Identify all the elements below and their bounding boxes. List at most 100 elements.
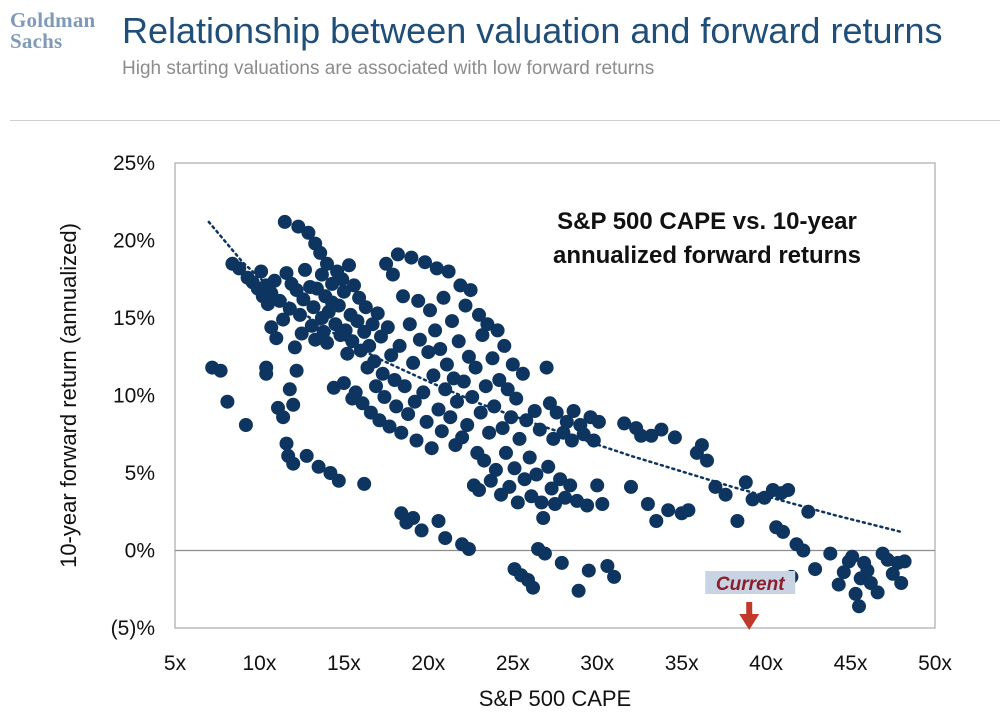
data-point: [424, 441, 439, 456]
data-point: [490, 323, 505, 338]
logo-line-2: Sachs: [10, 29, 63, 53]
data-point: [397, 379, 412, 394]
data-point: [667, 430, 682, 445]
data-point: [852, 599, 866, 614]
data-point: [718, 487, 733, 502]
data-point: [510, 495, 525, 510]
data-point: [539, 360, 554, 375]
data-point: [595, 497, 610, 511]
data-point: [505, 357, 520, 372]
x-tick-label: 25x: [496, 652, 530, 675]
data-point: [264, 320, 279, 335]
data-point: [600, 559, 615, 573]
data-point: [385, 267, 400, 282]
y-tick-label: 25%: [113, 152, 155, 175]
x-tick-label: 10x: [243, 652, 277, 675]
data-point: [644, 428, 659, 443]
data-point: [418, 255, 432, 270]
data-point: [345, 334, 360, 349]
data-point: [472, 307, 486, 322]
data-point: [259, 366, 274, 381]
data-point: [548, 497, 562, 511]
data-point: [357, 476, 372, 491]
data-point: [433, 342, 448, 356]
data-point: [401, 407, 416, 422]
data-point: [487, 399, 502, 414]
data-point: [260, 297, 275, 312]
data-point: [485, 351, 500, 366]
data-point: [394, 425, 409, 440]
data-point: [607, 569, 622, 584]
data-point: [286, 456, 301, 471]
points-layer: [205, 214, 912, 614]
data-point: [885, 566, 900, 581]
data-point: [708, 479, 723, 494]
data-point: [443, 410, 458, 425]
data-point: [382, 419, 397, 434]
data-point: [220, 394, 235, 409]
data-point: [328, 317, 343, 332]
data-point: [563, 478, 578, 493]
data-point: [860, 563, 875, 578]
data-point: [238, 418, 253, 432]
data-point: [458, 298, 473, 313]
data-point: [461, 542, 476, 556]
data-point: [781, 483, 796, 497]
data-point: [367, 354, 382, 369]
data-point: [306, 300, 321, 315]
current-arrow-shaft: [746, 602, 753, 616]
data-point: [299, 448, 314, 463]
current-arrow-icon: [739, 614, 760, 630]
data-point: [455, 430, 470, 445]
data-point: [387, 373, 402, 387]
data-point: [554, 555, 569, 570]
data-point: [293, 307, 307, 322]
data-point: [515, 366, 530, 381]
data-point: [331, 298, 346, 313]
data-point: [438, 382, 453, 397]
data-point: [517, 472, 532, 487]
data-point: [340, 346, 355, 361]
data-point: [277, 214, 292, 229]
y-axis-title: 10-year forward return (annualized): [56, 223, 81, 568]
data-point: [372, 413, 387, 428]
data-point: [428, 323, 443, 338]
data-point: [546, 431, 561, 446]
data-point: [694, 438, 709, 453]
data-point: [320, 256, 334, 271]
data-point: [289, 363, 304, 378]
x-tick-label: 15x: [327, 652, 361, 675]
data-point: [738, 475, 753, 490]
data-point: [507, 461, 522, 476]
data-point: [502, 479, 517, 494]
data-point: [497, 338, 512, 353]
data-point: [524, 489, 539, 504]
data-point: [456, 374, 471, 389]
logo-line-1: Goldman: [10, 8, 96, 32]
data-point: [801, 504, 816, 519]
data-point: [267, 273, 282, 288]
data-point: [348, 385, 363, 400]
data-point: [576, 427, 591, 442]
data-point: [831, 577, 846, 592]
data-point: [445, 314, 459, 329]
x-tick-label: 40x: [749, 652, 783, 675]
data-point: [416, 385, 431, 400]
data-point: [624, 479, 638, 494]
data-point: [392, 338, 407, 353]
data-point: [836, 565, 851, 580]
data-point: [404, 250, 419, 265]
data-point: [294, 326, 309, 341]
data-point: [451, 334, 466, 349]
data-point: [291, 219, 306, 234]
data-point: [384, 348, 399, 363]
y-tick-label: (5)%: [111, 617, 155, 640]
chart-title-line-1: S&P 500 CAPE vs. 10-year: [557, 208, 857, 235]
data-point: [439, 357, 454, 372]
data-point: [320, 335, 334, 350]
data-point: [532, 422, 547, 437]
y-tick-label: 5%: [125, 462, 155, 485]
plot-frame: [174, 162, 936, 629]
data-point: [406, 511, 421, 525]
data-point: [590, 478, 605, 493]
